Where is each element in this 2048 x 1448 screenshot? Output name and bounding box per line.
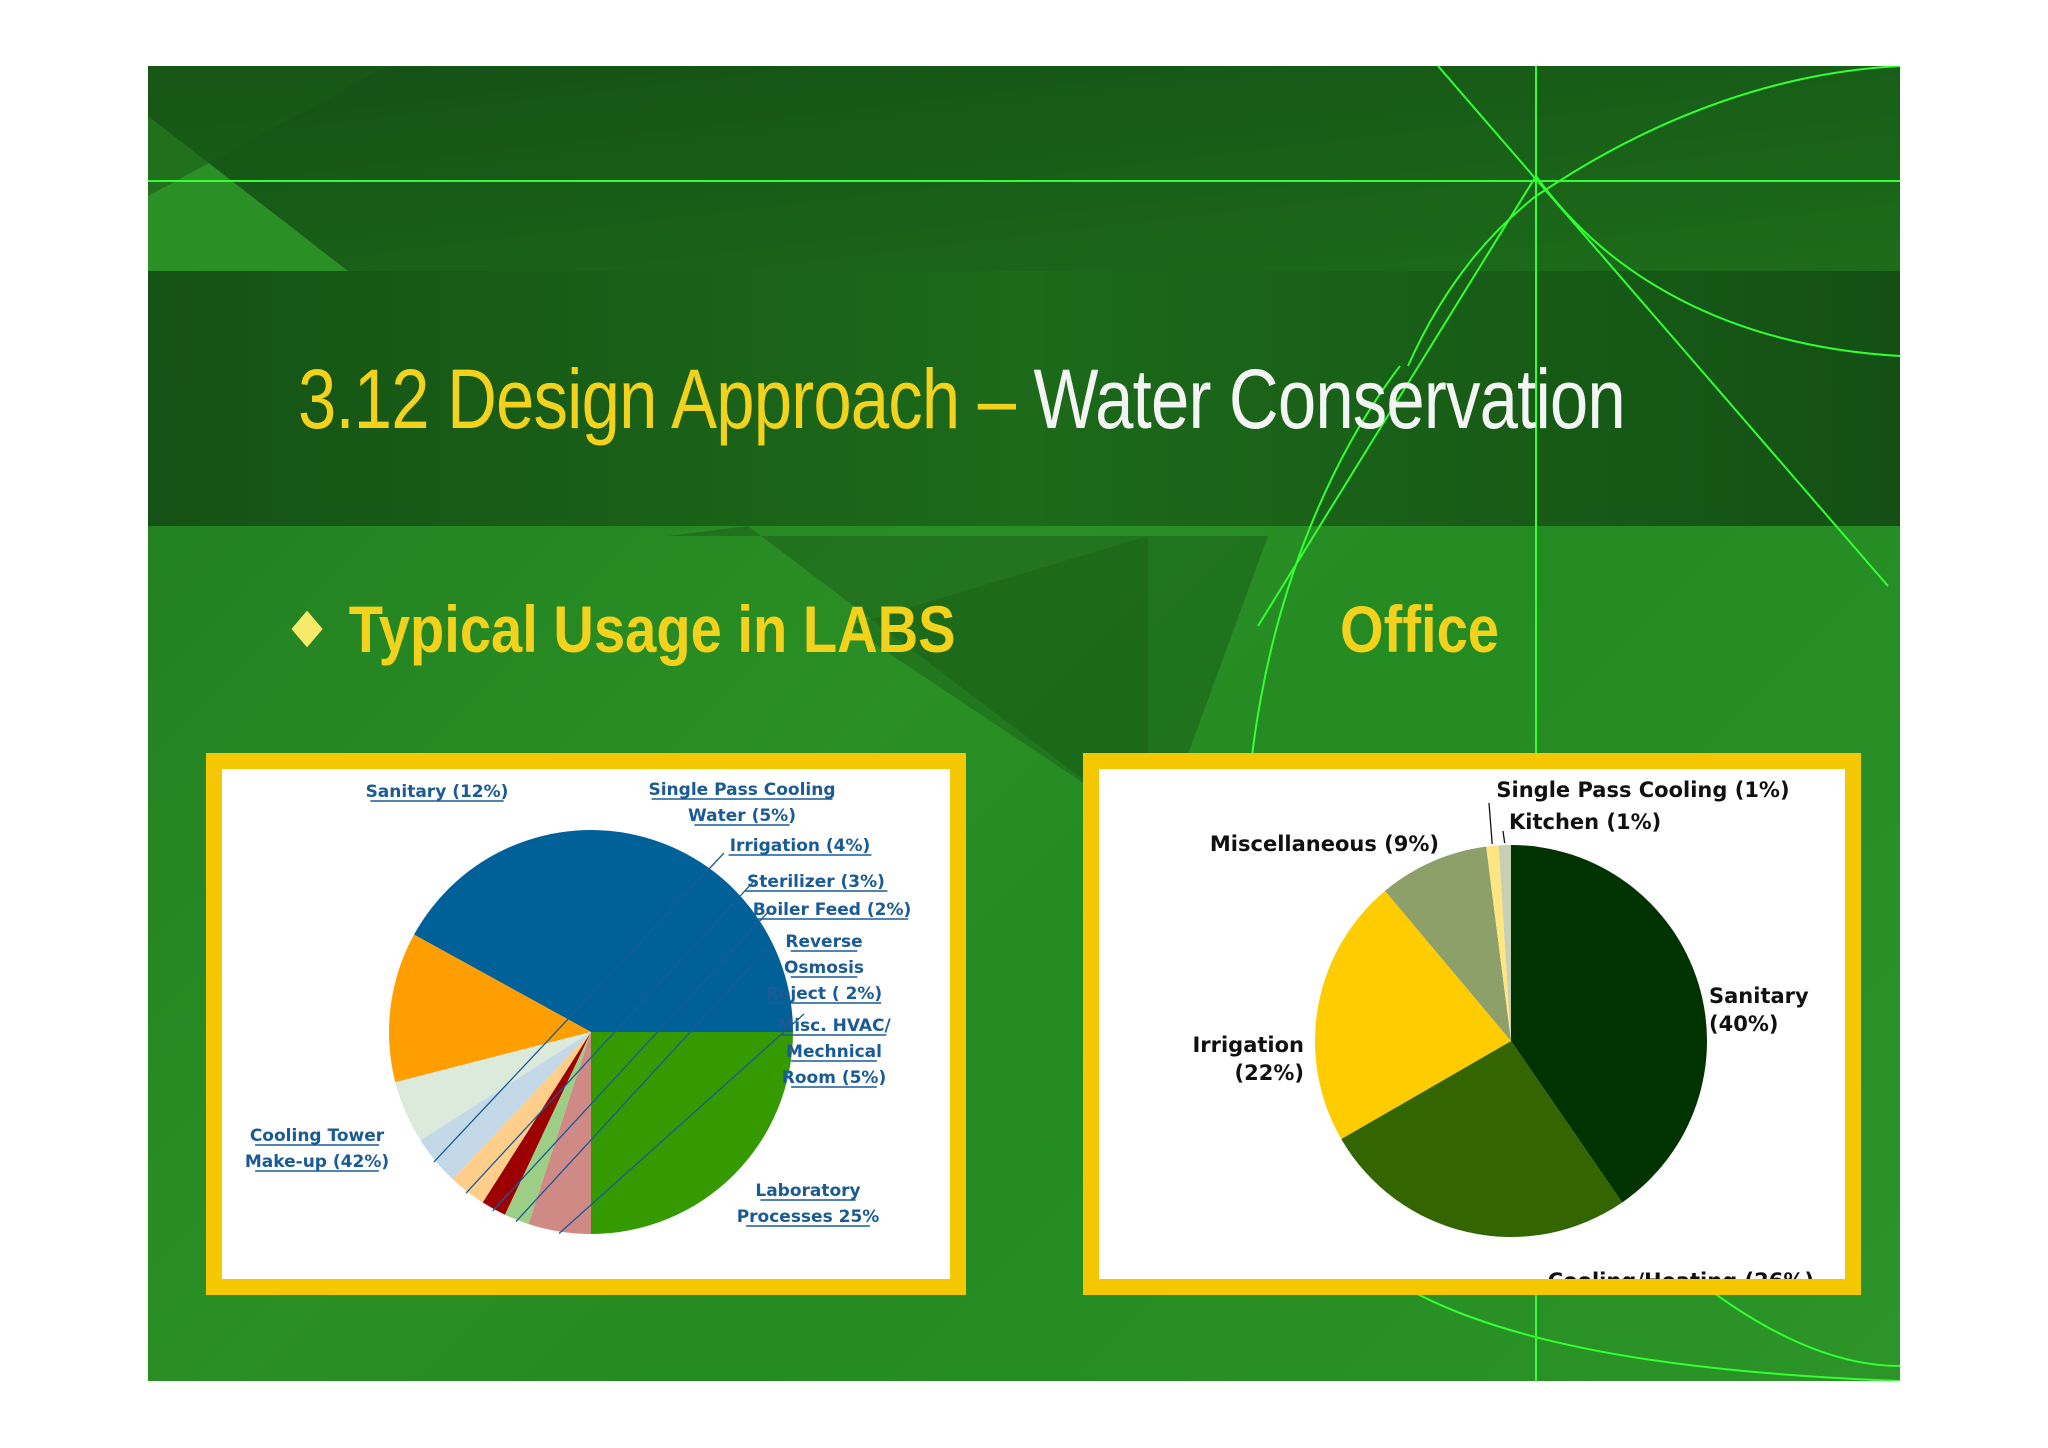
slice-label-single-pass-cooling: Single Pass Cooling (1%): [1496, 778, 1789, 802]
slice-label-cooling-tower-make-up: Cooling Tower Make-up (42%): [245, 1126, 389, 1172]
pie-slice-single-pass-cooling: [1486, 845, 1511, 1041]
pie-slice-boiler-feed: [482, 1032, 591, 1215]
title-part2: Water Conservation: [1033, 352, 1626, 446]
labs-heading: Typical Usage in LABS: [348, 592, 956, 666]
office-heading: Office: [1340, 592, 1499, 666]
pie-slice-irrigation: [1315, 890, 1511, 1139]
office-pie-chart: Sanitary(40%) Cooling/Heating (26%) Irriga…: [1192, 778, 1814, 1293]
slice-label-single-pass-cooling-water: Single Pass Cooling Water (5%): [648, 780, 835, 826]
pie-slice-single-pass-cooling-water: [395, 1032, 591, 1141]
slice-label-sanitary: Sanitary (12%): [366, 782, 509, 802]
title-part1: 3.12 Design Approach: [298, 352, 960, 446]
leader-line-boiler-feed: [492, 910, 770, 1212]
pie-slice-irrigation: [420, 1032, 591, 1180]
slice-label-cooling-heating: Cooling/Heating (26%): [1548, 1269, 1814, 1279]
pie-slice-kitchen: [1498, 845, 1511, 1041]
background-decoration: [148, 66, 1900, 1381]
slice-label-boiler-feed: Boiler Feed (2%): [753, 900, 912, 920]
labs-pie-chart: Cooling Tower Make-up (42%) Sanitary (12%)…: [245, 780, 912, 1234]
slice-label-miscellaneous: Miscellaneous (9%): [1210, 832, 1439, 856]
pie-slice-cooling-heating: [1341, 1041, 1623, 1237]
leader-line-reverse-osmosis-reject: [515, 942, 773, 1223]
title-separator: –: [959, 352, 1034, 446]
pie-slice-misc-hvac-mechnical-room: [528, 1032, 591, 1234]
diamond-bullet-icon: [291, 610, 323, 648]
slice-label-kitchen: Kitchen (1%): [1509, 810, 1661, 834]
slice-label-irrigation: Irrigation (4%): [730, 836, 871, 856]
slice-label-reverse-osmosis-reject: Reverse Osmosis Reject ( 2%): [766, 932, 882, 1004]
pie-slice-miscellaneous: [1385, 846, 1511, 1041]
pie-slice-laboratory-processes: [591, 1032, 793, 1234]
leader-line-misc-hvac-mechnical-room: [558, 1013, 805, 1234]
pie-slice-sanitary: [1511, 845, 1707, 1203]
leader-line-irrigation: [433, 852, 725, 1163]
slice-label-irrigation: Irrigation (22%): [1192, 1033, 1304, 1085]
slice-label-sterilizer: Sterilizer (3%): [747, 872, 885, 892]
slice-label-sanitary: Sanitary (40%): [1709, 984, 1809, 1036]
pie-slice-sanitary: [389, 934, 591, 1083]
office-chart-panel: Sanitary(40%) Cooling/Heating (26%) Irriga…: [1083, 753, 1861, 1295]
slide: 3.12 Design Approach – Water Conservatio…: [148, 66, 1900, 1381]
labs-bullet: Typical Usage in LABS: [291, 591, 956, 667]
leader-line-single-pass-cooling: [1488, 802, 1493, 844]
leader-line-kitchen: [1502, 830, 1506, 844]
slice-label-laboratory-processes: Laboratory Processes 25%: [737, 1181, 880, 1227]
pie-slice-sterilizer: [452, 1032, 591, 1203]
leader-line-sterilizer: [465, 880, 755, 1194]
labs-chart-panel: Cooling Tower Make-up (42%) Sanitary (12%)…: [206, 753, 966, 1295]
slice-label-misc-hvac-mechnical-room: Misc. HVAC/Mechnical Room (5%): [777, 1016, 891, 1088]
slide-title: 3.12 Design Approach – Water Conservatio…: [298, 351, 1626, 448]
